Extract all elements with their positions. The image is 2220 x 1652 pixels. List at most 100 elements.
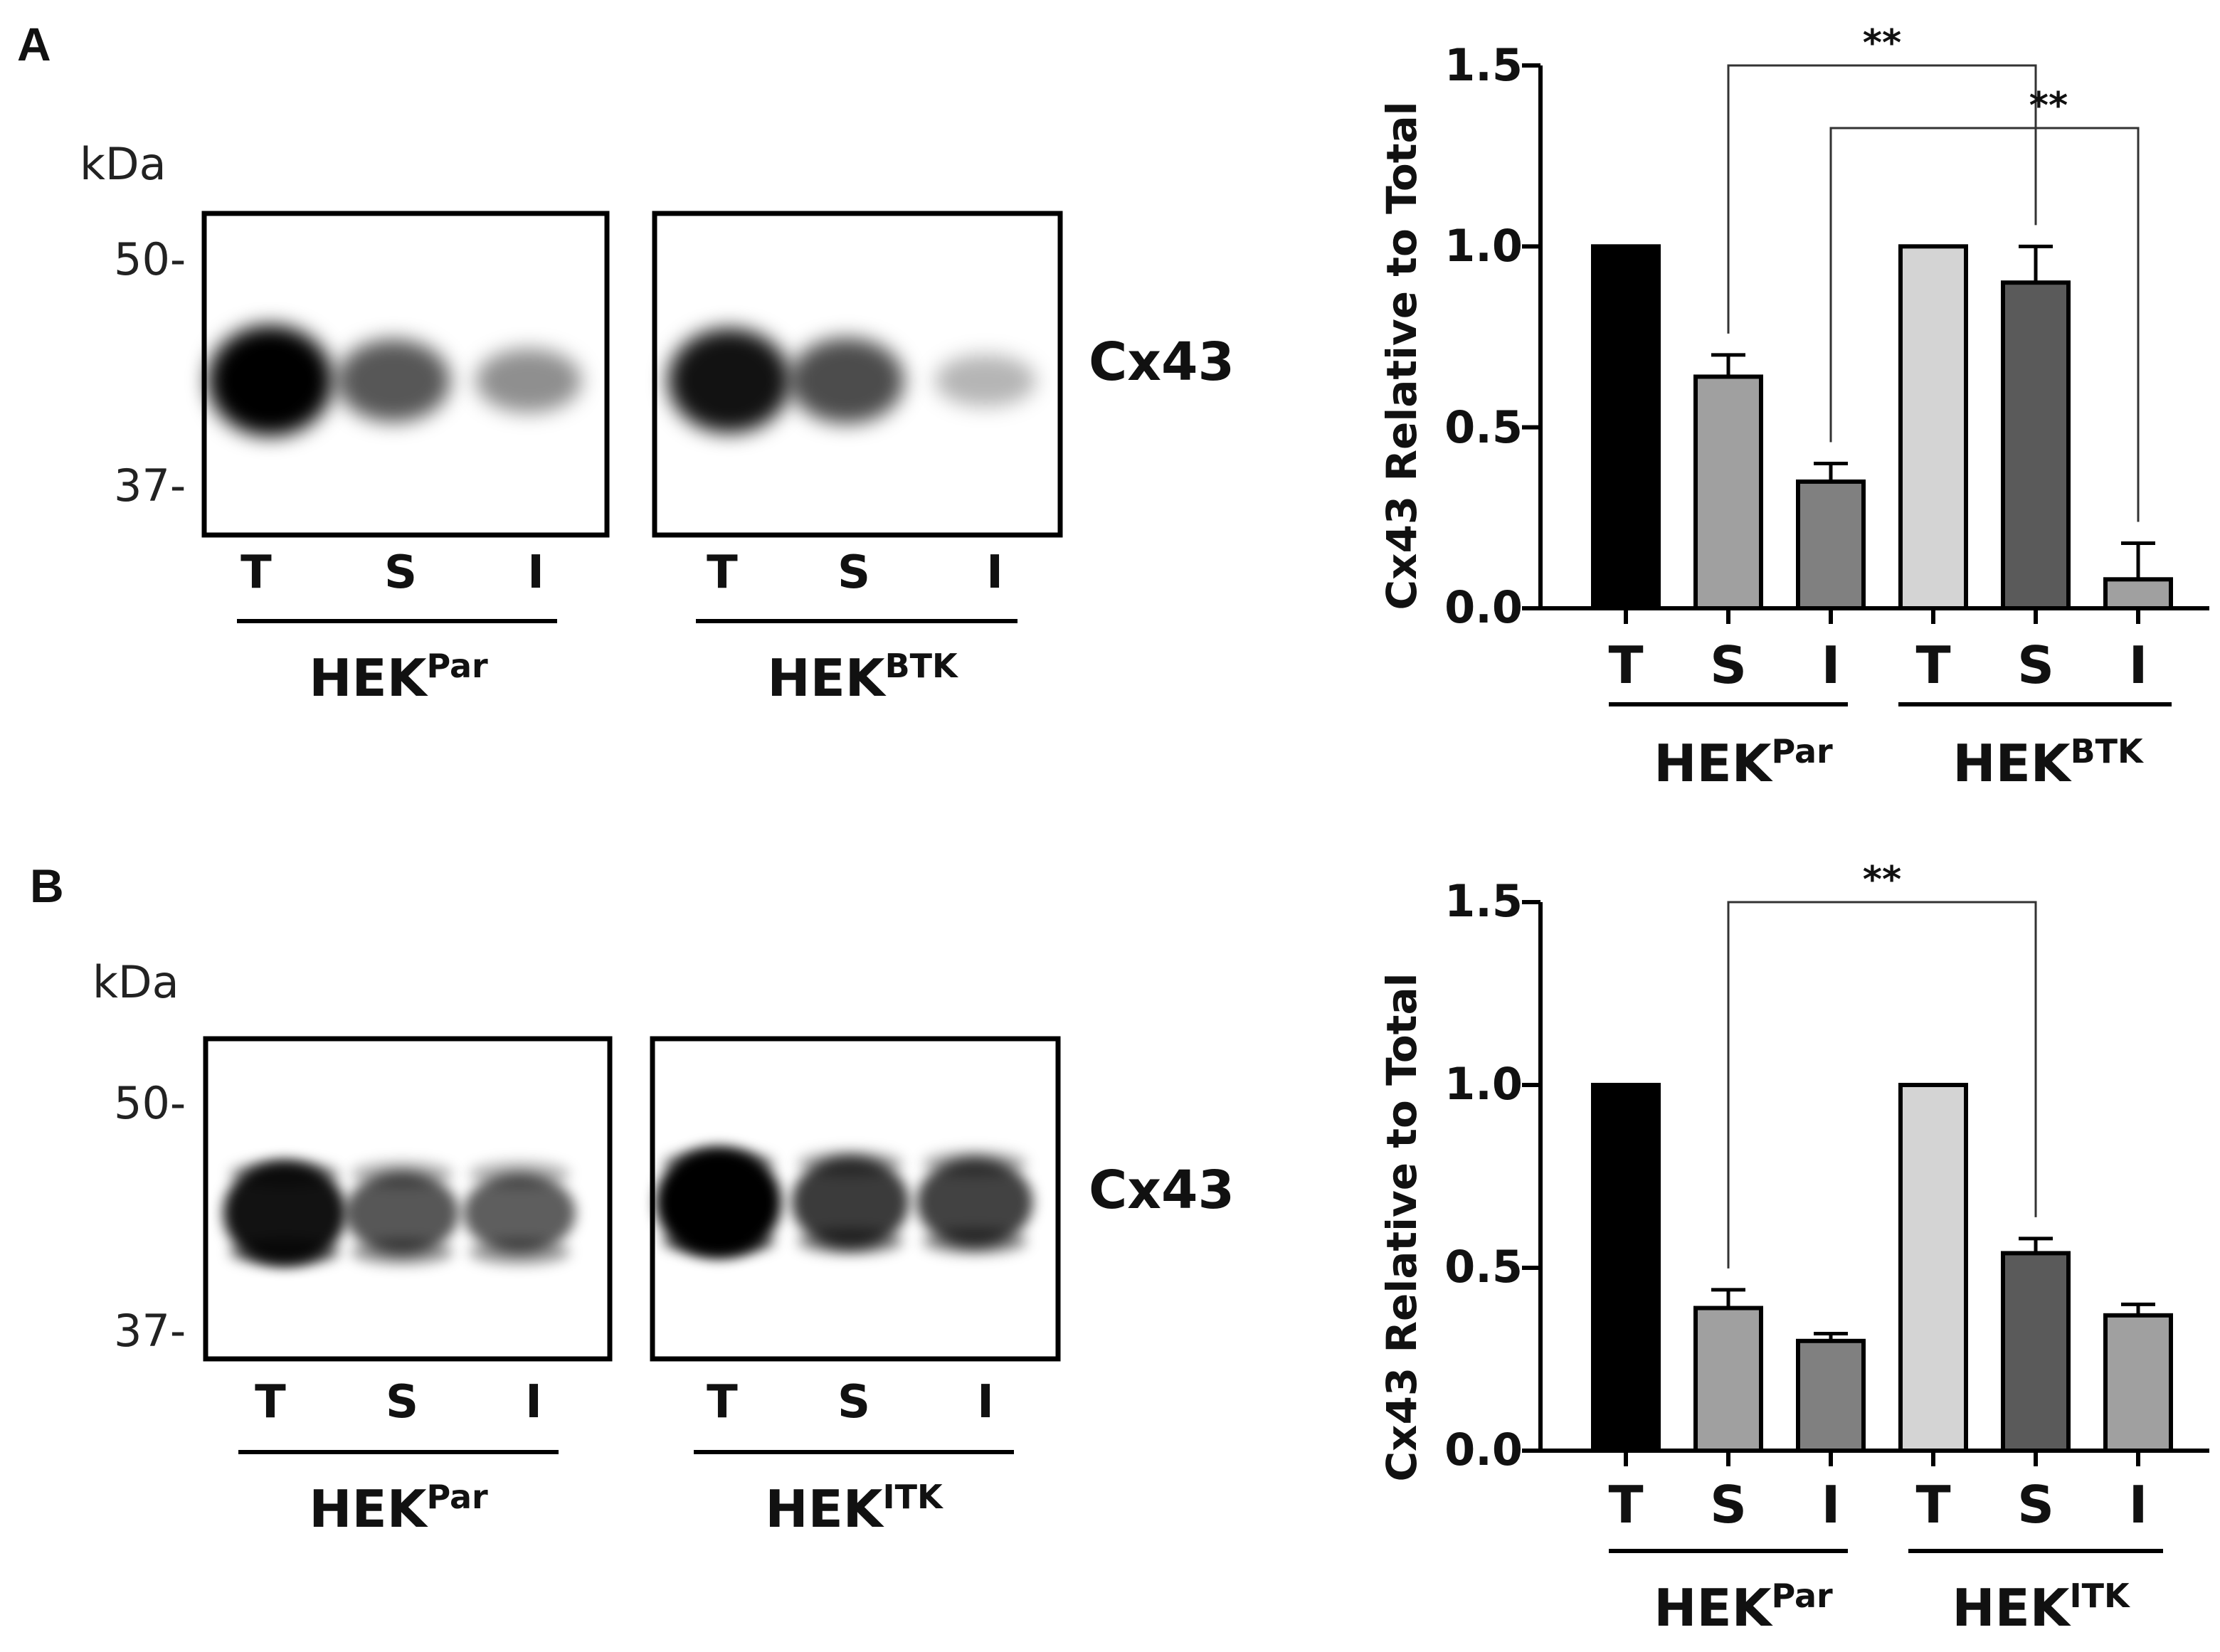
panel-letter-b: B (30, 859, 64, 912)
x-tick-label: T (1608, 635, 1643, 695)
protein-label-cx43: Cx43 (1089, 1160, 1235, 1221)
bar (1693, 374, 1763, 610)
marker-50: 50- (114, 233, 186, 285)
group-label-hek-par: HEKPar (309, 647, 488, 708)
x-tick-label: I (1822, 635, 1841, 695)
protein-band (463, 1173, 576, 1253)
bar-chart-b: Cx43 Relative to Total ** 1.5 1.0 0.5 0.… (1378, 859, 2209, 1638)
y-tick-label: 0.0 (1444, 1424, 1523, 1476)
group-label-hek-itk: HEKITK (765, 1478, 944, 1539)
protein-band (797, 1150, 904, 1176)
membrane-a-par (201, 211, 610, 538)
protein-band (468, 1161, 571, 1187)
protein-band (916, 1158, 1033, 1247)
significance-bracket (1829, 127, 2140, 522)
significance-label: ** (1863, 22, 1901, 65)
protein-band (229, 1239, 340, 1265)
y-axis-label: Cx43 Relative to Total (1378, 973, 1426, 1481)
protein-band (337, 339, 450, 423)
band-group (223, 1160, 576, 1266)
x-tick-label: I (2129, 1475, 2148, 1535)
lane-label-i: I (986, 546, 1003, 599)
bar (1898, 1083, 1968, 1453)
lane-label-t: T (707, 1376, 738, 1429)
lane-label-i: I (525, 1376, 542, 1429)
significance-label: ** (1863, 859, 1901, 901)
y-tick-label: 1.5 (1444, 875, 1523, 927)
lane-label-s: S (837, 546, 870, 599)
protein-band (797, 1229, 904, 1254)
x-tick-label: T (1608, 1475, 1643, 1535)
bar (1898, 244, 1968, 610)
bar (1796, 1338, 1866, 1454)
bar (2103, 577, 2173, 610)
band-group (667, 328, 1037, 433)
lane-label-i: I (527, 546, 544, 599)
protein-band (662, 1150, 776, 1176)
marker-50: 50- (114, 1077, 186, 1129)
significance-bracket (1727, 901, 2037, 1269)
bar (1796, 479, 1866, 611)
x-tick-label: I (2129, 635, 2148, 695)
plot-area: ** ** (1522, 22, 2209, 624)
western-blot-b: kDa 50- 37- T S I T S I HEKPar HEKITK Cx… (92, 956, 1235, 1539)
plot-area: ** (1522, 859, 2209, 1466)
bar (2001, 1251, 2071, 1453)
lane-label-t: T (240, 546, 272, 599)
y-tick-label: 1.0 (1444, 220, 1523, 272)
protein-band (667, 328, 791, 433)
group-label-hek-par: HEKPar (1654, 732, 1833, 793)
protein-label-cx43: Cx43 (1089, 332, 1235, 393)
marker-37: 37- (114, 460, 186, 512)
protein-band (922, 1229, 1027, 1254)
protein-band (656, 1147, 781, 1258)
x-tick-label: T (1915, 1475, 1950, 1535)
kda-label: kDa (80, 138, 166, 190)
significance-bracket (1727, 64, 2037, 334)
protein-band (662, 1229, 776, 1254)
lane-label-t: T (255, 1376, 286, 1429)
marker-37: 37- (114, 1305, 186, 1357)
protein-band (934, 354, 1037, 407)
x-tick-label: I (1822, 1475, 1841, 1535)
lane-label-s: S (837, 1376, 870, 1429)
bar (1591, 244, 1661, 610)
x-tick-label: S (1710, 1475, 1747, 1535)
lane-label-i: I (977, 1376, 994, 1429)
y-tick-label: 0.5 (1444, 1241, 1523, 1293)
protein-band (475, 349, 582, 413)
y-tick-label: 1.5 (1444, 39, 1523, 91)
group-label-hek-par: HEKPar (309, 1478, 488, 1539)
y-tick-label: 0.5 (1444, 401, 1523, 453)
lane-label-s: S (384, 546, 417, 599)
group-label-hek-btk: HEKBTK (767, 647, 959, 708)
bar (1591, 1083, 1661, 1453)
kda-label: kDa (92, 956, 179, 1008)
x-tick-label: S (2017, 1475, 2054, 1535)
y-axis-label: Cx43 Relative to Total (1378, 101, 1426, 610)
protein-band (468, 1239, 571, 1265)
bar-chart-a: Cx43 Relative to Total **** 1.5 1.0 0.5 … (1378, 22, 2209, 793)
protein-band (351, 1239, 453, 1265)
bar (2103, 1313, 2173, 1453)
x-tick-label: S (1710, 635, 1747, 695)
protein-band (922, 1150, 1027, 1176)
lane-label-t: T (707, 546, 738, 599)
y-tick-label: 0.0 (1444, 581, 1523, 633)
group-label-hek-itk: HEKITK (1952, 1577, 2131, 1638)
x-tick-label: S (2017, 635, 2054, 695)
bar (2001, 280, 2071, 610)
group-label-hek-btk: HEKBTK (1952, 732, 2145, 793)
panel-a: A kDa 50- 37- T S I T S I HEKPar HEKBTK (17, 18, 2209, 793)
y-tick-label: 1.0 (1444, 1058, 1523, 1110)
protein-band (345, 1171, 459, 1255)
bar (1693, 1306, 1763, 1454)
protein-band (351, 1161, 453, 1187)
significance-label: ** (2029, 85, 2068, 127)
band-group (208, 325, 582, 436)
panel-letter-a: A (17, 18, 51, 70)
protein-band (223, 1160, 347, 1266)
lane-label-s: S (386, 1376, 418, 1429)
protein-band (208, 325, 333, 436)
